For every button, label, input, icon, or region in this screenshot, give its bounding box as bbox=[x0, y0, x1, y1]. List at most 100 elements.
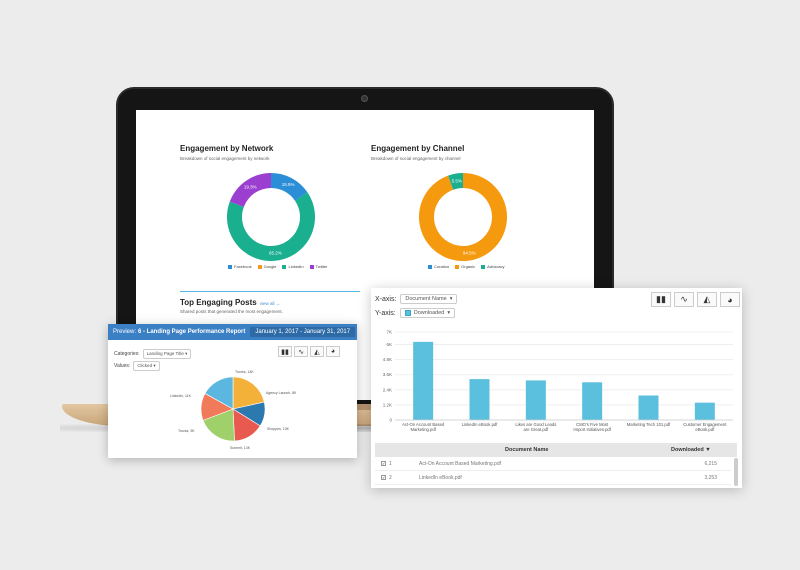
categories-row: Categories: Landing Page Title ▾ bbox=[114, 349, 192, 359]
y-tick-label: 4.8K bbox=[383, 357, 392, 362]
report-preview-card: Preview: 6 - Landing Page Performance Re… bbox=[108, 324, 357, 458]
document-report-card: X-axis: Document Name ▾ Y-axis: Download… bbox=[371, 288, 742, 488]
xaxis-row: X-axis: Document Name ▾ bbox=[375, 294, 458, 304]
col-document-name[interactable]: Document Name bbox=[505, 447, 549, 453]
slice-summit[interactable] bbox=[202, 408, 235, 442]
x-tick-label: are Great.pdf bbox=[523, 427, 549, 432]
bar[interactable] bbox=[525, 380, 546, 420]
row-checkbox[interactable]: ✓ bbox=[381, 461, 386, 466]
pie-label-agency: Agency Launch, 8K bbox=[266, 391, 297, 395]
slice-label: 94.5% bbox=[463, 250, 476, 255]
table-row[interactable]: ✓ 2 LinkedIn eBook.pdf 3,253 bbox=[375, 471, 731, 485]
y-tick-label: 7K bbox=[386, 330, 392, 335]
pie-label-trucks: Trucks, 9K bbox=[178, 429, 195, 433]
x-tick-label: CMO's Five Most bbox=[576, 422, 609, 427]
values-label: Values: bbox=[114, 363, 131, 369]
network-subtitle: Breakdown of social engagement by networ… bbox=[180, 156, 270, 161]
slice-label: 19.3% bbox=[244, 185, 257, 190]
slice-organic[interactable] bbox=[419, 173, 507, 261]
downloads-bar-chart: 0 1.2K 2.4K 3.6K 4.8K 6K 7K Act-On Account Base… bbox=[383, 330, 733, 432]
legend-twitter: Twitter bbox=[309, 264, 327, 269]
bar-chart-icon[interactable]: ▮▮ bbox=[651, 292, 671, 307]
xaxis-label: X-axis: bbox=[375, 295, 397, 303]
legend-linkedin: LinkedIn bbox=[282, 264, 304, 269]
right-chart-type-toolbar: ▮▮ ∿ ◭ ◕ bbox=[651, 292, 740, 307]
y-tick-label: 1.2K bbox=[383, 402, 392, 407]
channel-legend: Curation Organic Advocacy bbox=[428, 264, 504, 269]
view-all-link[interactable]: view all → bbox=[259, 301, 281, 306]
yaxis-row: Y-axis: Downloaded ▾ bbox=[375, 308, 456, 318]
x-tick-label: Likes are Good Leads bbox=[515, 422, 556, 427]
legend-curation: Curation bbox=[428, 264, 449, 269]
slice-linkedin[interactable] bbox=[227, 192, 315, 261]
slice-trunks[interactable] bbox=[232, 376, 265, 410]
yaxis-select[interactable]: Downloaded ▾ bbox=[399, 308, 456, 318]
y-tick-label: 6K bbox=[386, 342, 392, 347]
channel-subtitle: Breakdown of social engagement by channe… bbox=[371, 156, 461, 161]
table-header: Document Name Downloaded ▼ bbox=[375, 443, 737, 457]
top-posts-subtitle: Shared posts that generated the most eng… bbox=[180, 309, 283, 314]
line-chart-icon[interactable]: ∿ bbox=[294, 346, 308, 357]
laptop-notch bbox=[322, 404, 408, 410]
bar[interactable] bbox=[413, 341, 434, 420]
x-tick-label: LinkedIn eBook.pdf bbox=[462, 422, 499, 427]
pie-chart-icon[interactable]: ◕ bbox=[326, 346, 340, 357]
channel-section: Engagement by Channel Breakdown of socia… bbox=[371, 144, 464, 161]
slice-label: 15.5% bbox=[282, 182, 295, 187]
network-title: Engagement by Network bbox=[180, 144, 274, 153]
area-chart-icon[interactable]: ◭ bbox=[697, 292, 717, 307]
series-swatch bbox=[404, 310, 411, 316]
bar-chart-icon[interactable]: ▮▮ bbox=[278, 346, 292, 357]
pie-label-shoppes: Shoppes, 10K bbox=[267, 427, 289, 431]
x-tick-label: Customer Engagement bbox=[683, 422, 727, 427]
slice-advocacy[interactable] bbox=[448, 173, 463, 190]
table-scrollbar[interactable] bbox=[734, 458, 738, 486]
x-tick-label: Act-On Account Based bbox=[402, 422, 445, 427]
yaxis-label: Y-axis: bbox=[375, 309, 396, 317]
bar[interactable] bbox=[694, 402, 715, 420]
pie-chart-icon[interactable]: ◕ bbox=[720, 292, 740, 307]
pie-label-trunks: Trunks, 14K bbox=[235, 370, 254, 374]
network-donut-chart: 15.5% 65.2% 19.3% bbox=[227, 173, 315, 261]
x-tick-label: Marketing.pdf bbox=[410, 427, 436, 432]
area-chart-icon[interactable]: ◭ bbox=[310, 346, 324, 357]
bar[interactable] bbox=[638, 395, 659, 420]
camera-icon bbox=[361, 95, 368, 102]
x-tick-label: Import Initiatives.pdf bbox=[573, 427, 611, 432]
section-divider bbox=[180, 291, 360, 292]
xaxis-select[interactable]: Document Name ▾ bbox=[400, 294, 458, 304]
legend-advocacy: Advocacy bbox=[481, 264, 504, 269]
col-downloaded[interactable]: Downloaded ▼ bbox=[671, 447, 711, 453]
network-section: Engagement by Network Breakdown of socia… bbox=[180, 144, 273, 161]
legend-google: Google bbox=[257, 264, 276, 269]
line-chart-icon[interactable]: ∿ bbox=[674, 292, 694, 307]
legend-organic: Organic bbox=[455, 264, 475, 269]
pie-label-summit: Summit, 13K bbox=[230, 446, 251, 450]
pie-label-linkedin: Linkedin, 11K bbox=[170, 394, 191, 398]
values-row: Values: Clicked ▾ bbox=[114, 361, 160, 371]
values-select[interactable]: Clicked ▾ bbox=[133, 361, 160, 371]
date-range: January 1, 2017 - January 31, 2017 bbox=[250, 327, 356, 337]
table-row[interactable]: ✓ 1 Act-On Account Based Marketing.pdf 6… bbox=[375, 457, 731, 471]
slice-linkedin[interactable] bbox=[204, 376, 234, 410]
network-legend: Facebook Google LinkedIn Twitter bbox=[228, 264, 327, 269]
bar[interactable] bbox=[582, 382, 603, 420]
slice-twitter[interactable] bbox=[229, 173, 271, 207]
y-tick-label: 2.4K bbox=[383, 387, 392, 392]
legend-facebook: Facebook bbox=[228, 264, 252, 269]
x-tick-label: eBook.pdf bbox=[695, 427, 715, 432]
row-checkbox[interactable]: ✓ bbox=[381, 475, 386, 480]
categories-label: Categories: bbox=[114, 351, 140, 357]
landing-page-pie-chart bbox=[200, 376, 266, 442]
left-chart-type-toolbar: ▮▮ ∿ ◭ ◕ bbox=[278, 346, 340, 357]
x-tick-label: Marketing Tech 101.pdf bbox=[627, 422, 671, 427]
slice-facebook[interactable] bbox=[271, 173, 308, 201]
channel-donut-chart: 94.5% 5.5% bbox=[419, 173, 507, 261]
y-tick-label: 0 bbox=[389, 418, 392, 423]
bar[interactable] bbox=[469, 379, 490, 420]
preview-header: Preview: 6 - Landing Page Performance Re… bbox=[108, 324, 357, 340]
top-posts-title: Top Engaging Posts view all → bbox=[180, 298, 281, 307]
channel-title: Engagement by Channel bbox=[371, 144, 465, 153]
sort-desc-icon: ▼ bbox=[705, 447, 711, 453]
categories-select[interactable]: Landing Page Title ▾ bbox=[142, 349, 192, 359]
